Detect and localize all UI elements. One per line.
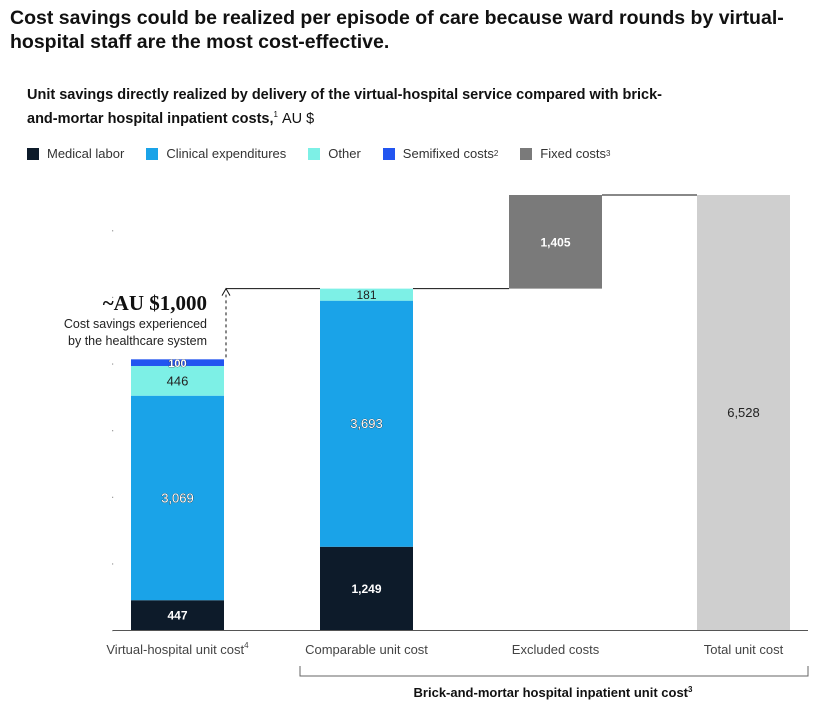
legend-swatch <box>146 147 159 160</box>
data-label: 3,069 <box>161 490 194 505</box>
data-label: 181 <box>356 288 376 302</box>
legend-item-4: Fixed costs 3 <box>520 146 611 161</box>
data-label: 446 <box>167 373 189 388</box>
legend-footnote: 2 <box>493 149 499 158</box>
axis-tick <box>112 496 114 498</box>
subtitle-unit: AU $ <box>282 110 315 127</box>
axis-tick <box>112 296 114 299</box>
legend-label: Fixed costs <box>540 146 607 161</box>
data-label: 1,405 <box>540 235 570 249</box>
legend-item-2: Other <box>308 146 361 161</box>
savings-value: ~AU $1,000 <box>103 291 207 315</box>
headline: Cost savings could be realized per episo… <box>10 7 784 53</box>
bar-segment <box>320 546 413 630</box>
x-tick-label: Comparable unit cost <box>305 642 428 657</box>
x-tick-label: Total unit cost <box>704 642 784 657</box>
legend-label: Clinical expenditures <box>166 146 287 161</box>
bar-segment <box>131 395 224 601</box>
bar-segment <box>320 300 413 547</box>
axis-tick <box>112 630 114 632</box>
data-label: 6,528 <box>727 405 760 420</box>
axis-tick <box>112 563 114 565</box>
legend: Medical labor Clinical expenditures Other S… <box>27 146 633 161</box>
legend-swatch <box>27 147 39 160</box>
subtitle-footnote: 1 <box>273 110 278 119</box>
axis-tick <box>112 230 114 232</box>
legend-swatch <box>382 147 395 160</box>
subtitle-text: Unit savings directly realized by delive… <box>27 87 662 127</box>
data-label: 3,693 <box>350 416 383 431</box>
legend-footnote: 3 <box>606 149 611 158</box>
data-label: 1,249 <box>351 582 381 596</box>
data-label: 100 <box>168 358 186 370</box>
bar-segment <box>131 365 224 396</box>
bracket <box>299 666 809 677</box>
chart-subtitle: Unit savings directly realized by delive… <box>27 86 667 129</box>
legend-label: Other <box>328 146 361 161</box>
x-tick-label: Excluded costs <box>512 642 600 657</box>
bar-segment <box>697 195 790 630</box>
savings-caption-line2: by the healthcare system <box>68 334 207 348</box>
axis-tick <box>112 363 114 365</box>
bar-segment <box>509 195 602 289</box>
legend-swatch <box>520 147 533 160</box>
legend-item-0: Medical labor <box>27 146 124 161</box>
bracket-label: Brick-and-mortar hospital inpatient unit… <box>414 685 693 700</box>
bar-segment <box>131 359 224 366</box>
data-label: 447 <box>167 609 187 623</box>
legend-item-1: Clinical expenditures <box>146 146 286 161</box>
bar-segment <box>320 288 413 301</box>
x-tick-label: Virtual-hospital unit cost4 <box>106 641 249 657</box>
legend-item-3: Semifixed costs 2 <box>382 146 499 161</box>
legend-label: Semifixed costs <box>402 146 494 161</box>
legend-label: Medical labor <box>47 146 125 161</box>
savings-caption-line1: Cost savings experienced <box>64 317 207 331</box>
savings-arrow-head <box>221 287 231 296</box>
axis-tick <box>112 430 114 432</box>
bar-segment <box>131 600 224 630</box>
legend-swatch <box>308 147 321 160</box>
